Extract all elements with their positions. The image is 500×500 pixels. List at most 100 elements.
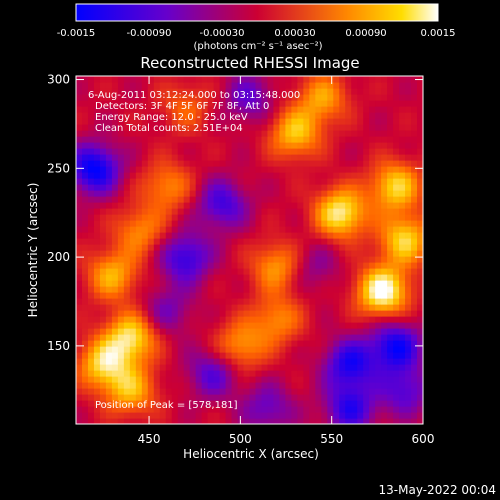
heatmap-cell	[141, 112, 149, 119]
heatmap-cell	[159, 358, 167, 365]
heatmap-cell	[393, 340, 400, 347]
heatmap-cell	[123, 358, 131, 365]
heatmap-cell	[87, 142, 95, 149]
heatmap-cell	[141, 178, 149, 185]
heatmap-cell	[219, 256, 227, 263]
heatmap-cell	[285, 130, 292, 137]
heatmap-cell	[309, 226, 316, 233]
heatmap-cell	[345, 100, 352, 107]
heatmap-cell	[333, 370, 340, 377]
heatmap-cell	[255, 394, 263, 401]
heatmap-cell	[129, 358, 137, 365]
heatmap-cell	[189, 358, 197, 365]
heatmap-cell	[237, 82, 245, 89]
heatmap-cell	[237, 232, 245, 239]
heatmap-cell	[405, 418, 412, 424]
heatmap-cell	[303, 202, 310, 209]
heatmap-cell	[135, 364, 143, 371]
heatmap-cell	[357, 412, 364, 419]
heatmap-cell	[351, 88, 358, 95]
heatmap-cell	[339, 262, 346, 269]
heatmap-cell	[129, 382, 137, 389]
heatmap-cell	[81, 346, 89, 353]
heatmap-cell	[117, 118, 125, 125]
heatmap-cell	[141, 328, 149, 335]
heatmap-cell	[159, 418, 167, 424]
heatmap-cell	[333, 82, 340, 89]
heatmap-cell	[339, 412, 346, 419]
heatmap-cell	[76, 394, 83, 401]
heatmap-cell	[285, 226, 292, 233]
heatmap-cell	[315, 310, 322, 317]
heatmap-cell	[279, 94, 286, 101]
heatmap-cell	[279, 244, 286, 251]
heatmap-cell	[255, 382, 263, 389]
heatmap-cell	[165, 226, 173, 233]
heatmap-cell	[417, 160, 423, 167]
heatmap-cell	[303, 190, 310, 197]
heatmap-cell	[153, 130, 161, 137]
heatmap-cell	[369, 130, 376, 137]
heatmap-cell	[93, 250, 101, 257]
heatmap-cell	[183, 142, 191, 149]
heatmap-cell	[99, 412, 107, 419]
heatmap-cell	[153, 118, 161, 125]
heatmap-cell	[297, 244, 304, 251]
heatmap-cell	[76, 184, 83, 191]
heatmap-cell	[387, 304, 394, 311]
heatmap-cell	[195, 256, 203, 263]
heatmap-cell	[105, 304, 113, 311]
heatmap-cell	[105, 214, 113, 221]
heatmap-cell	[105, 316, 113, 323]
heatmap-cell	[375, 190, 382, 197]
heatmap-cell	[123, 244, 131, 251]
heatmap-cell	[141, 94, 149, 101]
heatmap-cell	[183, 124, 191, 131]
heatmap-cell	[387, 94, 394, 101]
heatmap-cell	[117, 412, 125, 419]
heatmap-cell	[237, 310, 245, 317]
heatmap-cell	[261, 352, 269, 359]
heatmap-cell	[285, 262, 292, 269]
heatmap-cell	[219, 304, 227, 311]
heatmap-cell	[267, 148, 275, 155]
heatmap-cell	[129, 154, 137, 161]
heatmap-cell	[243, 184, 251, 191]
heatmap-cell	[249, 412, 257, 419]
heatmap-cell	[387, 208, 394, 215]
heatmap-cell	[303, 208, 310, 215]
heatmap-cell	[399, 268, 406, 275]
heatmap-cell	[399, 352, 406, 359]
heatmap-cell	[123, 142, 131, 149]
heatmap-cell	[183, 208, 191, 215]
heatmap-cell	[387, 232, 394, 239]
heatmap-cell	[177, 268, 185, 275]
heatmap-cell	[261, 208, 269, 215]
heatmap-cell	[87, 352, 95, 359]
heatmap-cell	[135, 76, 143, 83]
heatmap-cell	[351, 178, 358, 185]
heatmap-cell	[105, 166, 113, 173]
heatmap-cell	[267, 142, 275, 149]
heatmap-cell	[351, 418, 358, 424]
heatmap-cell	[393, 166, 400, 173]
heatmap-cell	[369, 196, 376, 203]
heatmap-cell	[183, 244, 191, 251]
heatmap-cell	[279, 298, 286, 305]
heatmap-cell	[249, 298, 257, 305]
heatmap-cell	[81, 238, 89, 245]
colorbar-ticks: -0.0015 -0.00090 -0.00030 0.00030 0.0009…	[57, 28, 456, 39]
heatmap-cell	[117, 406, 125, 413]
heatmap-cell	[357, 142, 364, 149]
heatmap-cell	[93, 220, 101, 227]
heatmap-cell	[159, 376, 167, 383]
heatmap-cell	[303, 418, 310, 424]
heatmap-cell	[255, 202, 263, 209]
heatmap-cell	[237, 142, 245, 149]
heatmap-cell	[76, 136, 83, 143]
heatmap-cell	[231, 370, 239, 377]
heatmap-cell	[141, 190, 149, 197]
heatmap-cell	[99, 316, 107, 323]
heatmap-cell	[129, 340, 137, 347]
heatmap-cell	[267, 340, 275, 347]
